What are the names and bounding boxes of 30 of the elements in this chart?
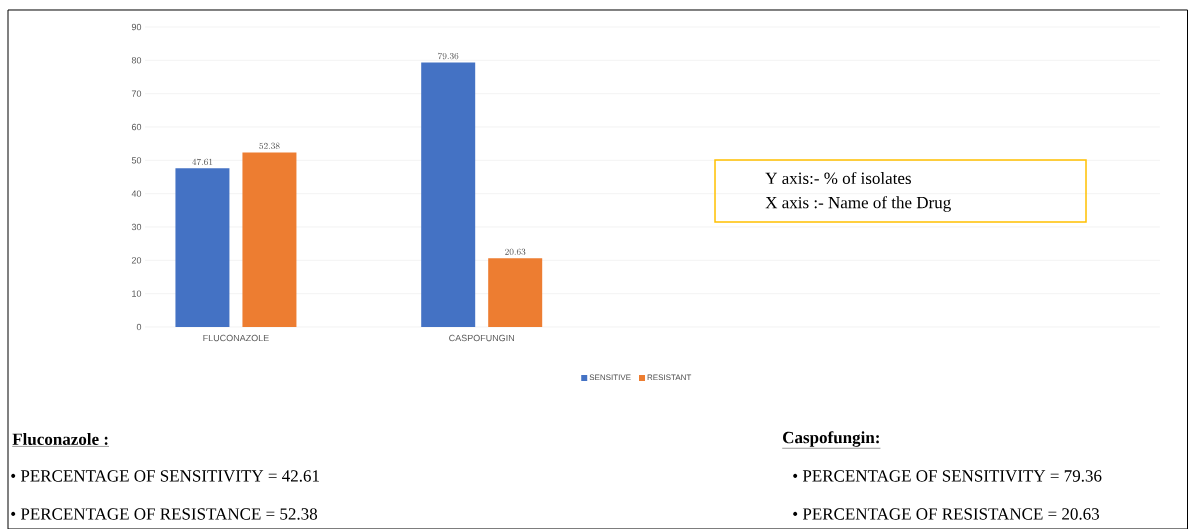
y-tick-label: 60 [131,123,142,131]
y-tick-label: 80 [131,57,142,64]
y-tick-label: 10 [132,290,142,297]
y-tick-label: 30 [131,223,142,231]
y-tick-label: 70 [131,90,142,97]
bar [242,152,297,327]
data-label: 47.61 [192,158,213,165]
bar [175,168,230,327]
bar [421,62,476,327]
legend-label: SENSITIVE [589,374,631,381]
text: X axis :- Name of the Drug [765,196,951,212]
bar [488,258,543,327]
text: Y axis:- % of isolates [765,171,911,185]
y-tick-label: 50 [131,157,142,164]
text: • PERCENTAGE OF SENSITIVITY = 42.61 [11,470,319,482]
y-tick-label: 20 [131,257,142,264]
y-tick-label: 90 [131,23,142,31]
data-label: 52.38 [259,142,280,150]
text: • PERCENTAGE OF RESISTANCE = 52.38 [11,508,318,520]
text: • PERCENTAGE OF RESISTANCE = 20.63 [793,508,1100,520]
text: Caspofungin: [783,431,879,447]
text: • PERCENTAGE OF SENSITIVITY = 79.36 [793,470,1102,482]
text: Fluconazole : [12,432,108,445]
legend-label: RESISTANT [647,374,692,381]
data-label: 20.63 [505,248,526,255]
x-tick-label: CASPOFUNGIN [449,334,514,342]
x-tick-label: FLUCONAZOLE [203,334,269,342]
y-tick-label: 40 [131,190,142,197]
data-label: 79.36 [438,52,459,60]
y-tick-label: 0 [136,323,142,331]
